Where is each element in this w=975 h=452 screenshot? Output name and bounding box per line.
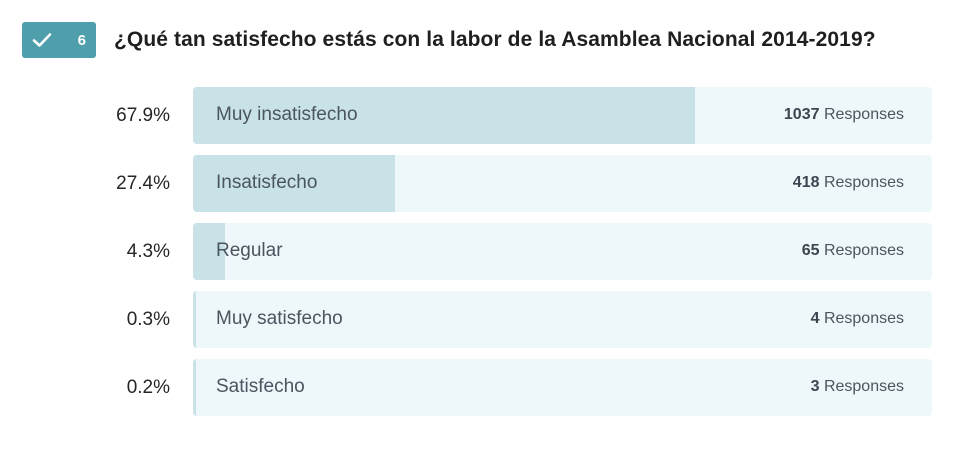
bar-track[interactable]: Regular 65 Responses	[193, 223, 932, 280]
bar-fill	[193, 87, 695, 144]
responses-word: Responses	[823, 310, 904, 327]
bar-fill	[193, 223, 225, 280]
response-count: 65	[801, 242, 820, 259]
response-count: 418	[792, 174, 820, 191]
bar-percentage: 4.3%	[126, 241, 170, 262]
bar-label: Satisfecho	[216, 376, 305, 397]
responses-word: Responses	[823, 106, 904, 123]
question-title: ¿Qué tan satisfecho estás con la labor d…	[114, 28, 876, 51]
result-row: 4.3% Regular 65 Responses	[0, 223, 975, 280]
responses-word: Responses	[823, 242, 904, 259]
question-badge[interactable]: 6	[22, 22, 96, 58]
bar-percentage: 0.2%	[126, 377, 170, 398]
bar-responses: 1037 Responses	[784, 87, 904, 144]
bar-label: Muy insatisfecho	[216, 104, 358, 125]
bar-fill	[193, 359, 196, 416]
bar-fill	[193, 155, 396, 212]
bar-track[interactable]: Muy satisfecho 4 Responses	[193, 291, 932, 348]
bar-percentage: 67.9%	[116, 105, 170, 126]
result-row: 0.2% Satisfecho 3 Responses	[0, 359, 975, 416]
checkmark-icon	[32, 32, 52, 48]
bar-responses: 4 Responses	[811, 291, 904, 348]
question-number: 6	[77, 31, 86, 49]
responses-word: Responses	[823, 378, 904, 395]
result-row: 67.9% Muy insatisfecho 1037 Responses	[0, 87, 975, 144]
bar-percentage: 0.3%	[126, 309, 170, 330]
bar-track[interactable]: Muy insatisfecho 1037 Responses	[193, 87, 932, 144]
question-header: 6 ¿Qué tan satisfecho estás con la labor…	[22, 22, 876, 58]
bar-responses: 65 Responses	[802, 223, 904, 280]
result-row: 0.3% Muy satisfecho 4 Responses	[0, 291, 975, 348]
bar-responses: 3 Responses	[811, 359, 904, 416]
bar-track[interactable]: Satisfecho 3 Responses	[193, 359, 932, 416]
responses-word: Responses	[823, 174, 904, 191]
bar-label: Regular	[216, 240, 283, 261]
bar-fill	[193, 291, 196, 348]
bar-label: Insatisfecho	[216, 172, 318, 193]
result-row: 27.4% Insatisfecho 418 Responses	[0, 155, 975, 212]
bar-percentage: 27.4%	[116, 173, 170, 194]
response-count: 1037	[783, 106, 820, 123]
bar-track[interactable]: Insatisfecho 418 Responses	[193, 155, 932, 212]
response-count: 4	[810, 310, 820, 327]
response-count: 3	[810, 378, 820, 395]
bar-responses: 418 Responses	[793, 155, 904, 212]
bar-label: Muy satisfecho	[216, 308, 343, 329]
